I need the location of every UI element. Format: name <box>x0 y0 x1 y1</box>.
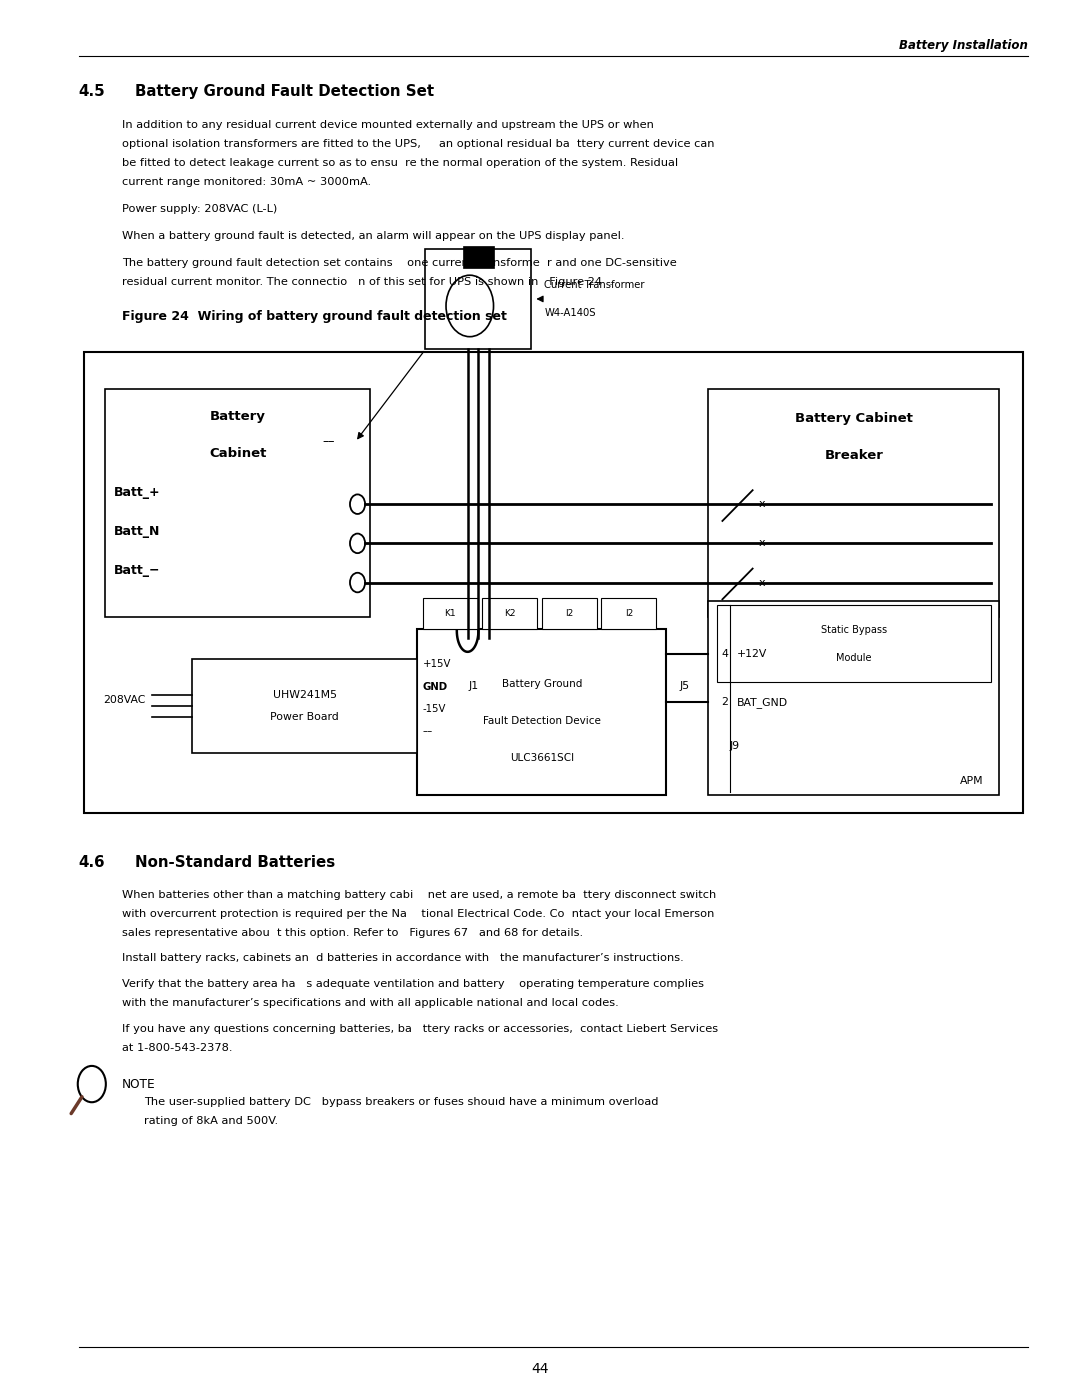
Text: Non-Standard Batteries: Non-Standard Batteries <box>135 855 335 870</box>
Text: K1: K1 <box>445 609 456 617</box>
Bar <box>417 629 666 795</box>
Bar <box>483 598 538 629</box>
Text: x: x <box>759 538 766 549</box>
Text: I2: I2 <box>565 609 573 617</box>
Text: +12V: +12V <box>737 650 767 659</box>
Text: 4.5: 4.5 <box>79 84 106 99</box>
Text: +15V: +15V <box>422 659 451 669</box>
Text: If you have any questions concerning batteries, ba   ttery racks or accessories,: If you have any questions concerning bat… <box>122 1024 718 1034</box>
Text: 4.6: 4.6 <box>79 855 106 870</box>
Bar <box>463 246 494 268</box>
Text: optional isolation transformers are fitted to the UPS,     an optional residual : optional isolation transformers are fitt… <box>122 140 715 149</box>
Text: W4-A140S: W4-A140S <box>544 307 596 319</box>
Text: When a battery ground fault is detected, an alarm will appear on the UPS display: When a battery ground fault is detected,… <box>122 231 624 242</box>
Text: NOTE: NOTE <box>122 1078 156 1091</box>
Text: J9: J9 <box>730 742 740 752</box>
Text: with the manufacturer’s specifications and with all applicable national and loca: with the manufacturer’s specifications a… <box>122 997 619 1009</box>
Bar <box>602 598 657 629</box>
Text: x: x <box>759 577 766 588</box>
Text: current range monitored: 30mA ~ 3000mA.: current range monitored: 30mA ~ 3000mA. <box>122 176 372 187</box>
Text: 44: 44 <box>531 1362 549 1376</box>
Text: When batteries other than a matching battery cabi    net are used, a remote ba  : When batteries other than a matching bat… <box>122 890 716 900</box>
Text: at 1-800-543-2378.: at 1-800-543-2378. <box>122 1042 232 1053</box>
Text: be fitted to detect leakage current so as to ensu  re the normal operation of th: be fitted to detect leakage current so a… <box>122 158 678 168</box>
Text: Current Transformer: Current Transformer <box>544 279 645 291</box>
Text: residual current monitor. The connectio   n of this set for UPS is shown in   Fi: residual current monitor. The connectio … <box>122 277 613 288</box>
Text: APM: APM <box>959 775 983 785</box>
Bar <box>708 388 999 617</box>
Text: Battery Cabinet: Battery Cabinet <box>795 412 913 426</box>
Bar <box>105 388 370 617</box>
Text: x: x <box>759 499 766 509</box>
Text: 2: 2 <box>721 697 728 707</box>
Text: Batt_+: Batt_+ <box>113 486 160 499</box>
Bar <box>422 598 478 629</box>
Text: Verify that the battery area ha   s adequate ventilation and battery    operatin: Verify that the battery area ha s adequa… <box>122 979 704 989</box>
Text: Battery Ground Fault Detection Set: Battery Ground Fault Detection Set <box>135 84 434 99</box>
Bar <box>426 249 531 349</box>
Text: The user-supplied battery DC   bypass breakers or fuses shouıd have a minimum ov: The user-supplied battery DC bypass brea… <box>144 1097 658 1108</box>
Bar <box>542 598 597 629</box>
Text: BAT_GND: BAT_GND <box>737 697 787 708</box>
Text: Power supply: 208VAC (L-L): Power supply: 208VAC (L-L) <box>122 204 278 214</box>
Bar <box>192 658 417 753</box>
Text: Battery Ground: Battery Ground <box>501 679 582 689</box>
Text: In addition to any residual current device mounted externally and upstream the U: In addition to any residual current devi… <box>122 120 653 130</box>
Text: UHW241M5: UHW241M5 <box>273 690 337 700</box>
Text: with overcurrent protection is required per the Na    tional Electrical Code. Co: with overcurrent protection is required … <box>122 908 714 919</box>
Bar <box>84 352 1023 813</box>
Bar <box>717 605 990 682</box>
Bar <box>708 601 999 795</box>
Text: J1: J1 <box>469 682 478 692</box>
Text: Battery: Battery <box>210 411 266 423</box>
Text: Cabinet: Cabinet <box>210 447 267 460</box>
Text: I2: I2 <box>624 609 633 617</box>
Text: The battery ground fault detection set contains    one current transforme  r and: The battery ground fault detection set c… <box>122 258 677 268</box>
Text: sales representative abou  t this option. Refer to   Figures 67   and 68 for det: sales representative abou t this option.… <box>122 928 583 937</box>
Text: Batt_−: Batt_− <box>113 564 160 577</box>
Text: Module: Module <box>836 654 872 664</box>
Text: K2: K2 <box>504 609 515 617</box>
Text: rating of 8kA and 500V.: rating of 8kA and 500V. <box>144 1116 278 1126</box>
Text: ––: –– <box>322 436 335 448</box>
Text: -15V: -15V <box>422 704 446 714</box>
Text: ––: –– <box>422 726 433 736</box>
Text: Figure 24  Wiring of battery ground fault detection set: Figure 24 Wiring of battery ground fault… <box>122 310 507 323</box>
Text: Install battery racks, cabinets an  d batteries in accordance with   the manufac: Install battery racks, cabinets an d bat… <box>122 953 684 964</box>
Text: Power Board: Power Board <box>270 712 339 722</box>
Text: 4: 4 <box>721 650 728 659</box>
Text: Batt_N: Batt_N <box>113 525 160 538</box>
Text: 208VAC: 208VAC <box>104 696 146 705</box>
Text: GND: GND <box>422 682 448 692</box>
Text: Battery Installation: Battery Installation <box>900 39 1028 52</box>
Text: Breaker: Breaker <box>824 450 883 462</box>
Text: Fault Detection Device: Fault Detection Device <box>483 715 600 726</box>
Text: Static Bypass: Static Bypass <box>821 626 887 636</box>
Text: ULC3661SCI: ULC3661SCI <box>510 753 573 763</box>
Text: J5: J5 <box>679 682 689 692</box>
